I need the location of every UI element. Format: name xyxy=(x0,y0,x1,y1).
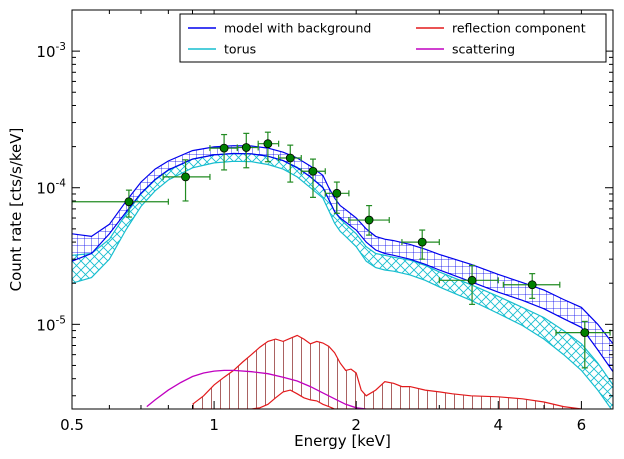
data-marker xyxy=(285,153,295,163)
data-point xyxy=(401,229,440,260)
x-axis-label: Energy [keV] xyxy=(294,432,391,450)
y-axis-label: Count rate [cts/s/keV] xyxy=(7,128,25,292)
data-marker xyxy=(308,166,318,176)
y-tick-label: 10-3 xyxy=(36,41,66,61)
x-tick-label: 4 xyxy=(494,416,504,434)
data-marker xyxy=(241,143,251,152)
data-marker xyxy=(467,275,477,285)
x-tick-label: 1 xyxy=(209,416,219,434)
data-point xyxy=(162,159,211,202)
data-point xyxy=(438,264,499,305)
x-tick-label: 6 xyxy=(577,416,587,434)
x-tick-label: 0.5 xyxy=(60,416,84,434)
data-marker xyxy=(527,280,537,290)
data-point xyxy=(300,158,326,198)
legend-label-model-with-background: model with background xyxy=(224,21,371,36)
reflection-component-upper-line xyxy=(192,334,582,409)
data-marker xyxy=(124,197,134,207)
data-point xyxy=(72,189,169,218)
data-marker xyxy=(417,237,427,247)
legend-label-reflection-component: reflection component xyxy=(452,21,586,36)
legend-label-torus: torus xyxy=(224,42,256,57)
torus-lower-line xyxy=(72,160,612,409)
scattering-line xyxy=(146,369,367,409)
data-point xyxy=(324,181,350,214)
y-tick-label: 10-5 xyxy=(36,314,66,334)
x-tick-label: 2 xyxy=(351,416,361,434)
data-point xyxy=(502,273,561,299)
data-point xyxy=(209,133,238,171)
legend: model with background reflection componen… xyxy=(179,13,607,63)
legend-box xyxy=(179,13,607,63)
data-marker xyxy=(263,139,273,149)
plot-frame xyxy=(71,9,614,410)
legend-label-scattering: scattering xyxy=(452,42,515,57)
data-point xyxy=(236,132,259,169)
model-with-background-lower-line xyxy=(72,152,613,373)
data-point xyxy=(278,144,302,183)
data-marker xyxy=(364,215,374,225)
data-point xyxy=(555,320,611,369)
data-point xyxy=(348,204,390,236)
data-marker xyxy=(332,188,342,198)
data-points xyxy=(72,131,611,369)
axis-ticks: 0.5 1 2 4 6 10-5 10-4 10-3 xyxy=(36,9,614,434)
data-point xyxy=(257,131,280,163)
reflection-component-band xyxy=(192,335,582,409)
model-with-background-band xyxy=(72,145,613,372)
data-marker xyxy=(181,172,190,182)
y-tick-label: 10-4 xyxy=(36,178,66,198)
data-marker xyxy=(219,143,229,153)
data-marker xyxy=(580,328,590,337)
